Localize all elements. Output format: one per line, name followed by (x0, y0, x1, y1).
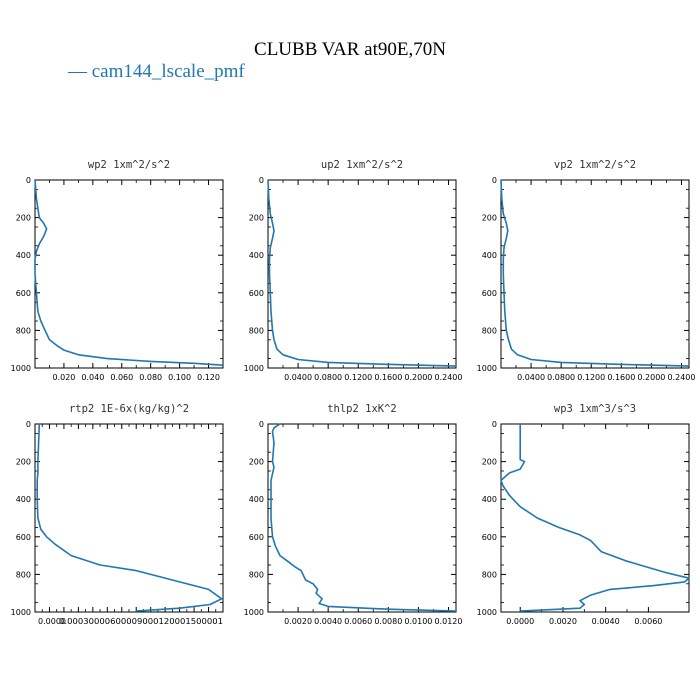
x-tick-label: 0.0060 (344, 617, 372, 626)
x-tick-label: 0.0020 (284, 617, 312, 626)
x-tick-label: 0.0400 (517, 373, 545, 382)
y-tick-label: 1000 (244, 364, 264, 373)
x-tick-label: 0.1600 (607, 373, 635, 382)
series-line (267, 179, 457, 367)
x-tick-label: 0.0800 (547, 373, 575, 382)
x-tick-label: 0.2000 (404, 373, 432, 382)
y-tick-label: 1000 (11, 608, 31, 617)
panel-2: up2 1xm^2/s^2 0 200 400 600 800 1000 0.0400 0.08… (244, 159, 463, 382)
x-tick-label: 0.2000 (637, 373, 665, 382)
y-tick-label: 600 (482, 289, 497, 298)
y-tick-label: 600 (249, 533, 264, 542)
y-tick-label: 200 (482, 214, 497, 223)
panel-title: wp2 1xm^2/s^2 (88, 159, 170, 171)
panel-5: thlp2 1xK^2 0 200 400 600 800 1000 0.0020 0.0040… (244, 403, 463, 626)
x-tick-label: 0.0020 (549, 617, 577, 626)
legend-entry: — cam144_lscale_pmf (67, 61, 245, 82)
x-tick-label: 0.2400 (667, 373, 695, 382)
figure-title: CLUBB VAR at90E,70N (254, 39, 446, 60)
y-tick-label: 400 (249, 495, 264, 504)
plot-frame (34, 423, 224, 613)
panel-grid: wp2 1xm^2/s^2 0 200 400 600 800 1000 0.020 0.040… (11, 159, 696, 626)
panel-title: rtp2 1E-6x(kg/kg)^2 (69, 403, 189, 415)
y-tick-label: 600 (482, 533, 497, 542)
y-tick-label: 400 (16, 251, 31, 260)
y-tick-label: 400 (482, 495, 497, 504)
y-tick-label: 0 (492, 176, 497, 185)
y-tick-label: 1000 (244, 608, 264, 617)
y-tick-label: 400 (249, 251, 264, 260)
y-tick-label: 800 (249, 326, 264, 335)
x-tick-label: 0.100 (168, 373, 191, 382)
y-tick-label: 800 (482, 570, 497, 579)
panel-title: wp3 1xm^3/s^3 (554, 403, 636, 415)
series-line (270, 423, 457, 612)
y-tick-label: 1000 (477, 608, 497, 617)
plot-frame (500, 179, 690, 369)
y-tick-label: 600 (16, 533, 31, 542)
x-tick-label: 0.0100 (404, 617, 432, 626)
x-tick-label: 0.0080 (374, 617, 402, 626)
x-tick-label: 0.0120 (434, 617, 462, 626)
y-tick-label: 200 (16, 214, 31, 223)
y-tick-label: 0 (259, 176, 264, 185)
y-tick-label: 800 (249, 570, 264, 579)
panel-1: wp2 1xm^2/s^2 0 200 400 600 800 1000 0.020 0.040… (11, 159, 224, 382)
y-tick-label: 600 (16, 289, 31, 298)
x-tick-label: 0.0040 (592, 617, 620, 626)
panel-3: vp2 1xm^2/s^2 0 200 400 600 800 1000 0.0400 0.08… (477, 159, 696, 382)
y-tick-label: 600 (249, 289, 264, 298)
x-tick-label: 0.080 (139, 373, 162, 382)
x-tick-label: 0.040 (81, 373, 104, 382)
x-tick-label: 0.1200 (577, 373, 605, 382)
y-tick-label: 0 (259, 420, 264, 429)
y-tick-label: 400 (482, 251, 497, 260)
x-tick-label-run: 0.00030000600009000120001500001 (59, 617, 223, 626)
y-tick-label: 0 (26, 176, 31, 185)
x-tick-label: 0.0400 (284, 373, 312, 382)
series-line (36, 423, 223, 612)
y-tick-label: 400 (16, 495, 31, 504)
x-tick-label: 0.0000 (506, 617, 534, 626)
plot-frame (500, 423, 690, 613)
x-tick-label: 0.0040 (314, 617, 342, 626)
panel-title: vp2 1xm^2/s^2 (554, 159, 636, 171)
y-tick-label: 200 (249, 214, 264, 223)
y-tick-label: 200 (249, 458, 264, 467)
y-tick-label: 0 (26, 420, 31, 429)
series-line (500, 179, 690, 367)
plot-frame (34, 179, 224, 369)
y-tick-label: 1000 (11, 364, 31, 373)
x-tick-label: 0.0060 (634, 617, 662, 626)
series-line (500, 424, 690, 612)
plot-frame (267, 423, 457, 613)
y-tick-label: 200 (16, 458, 31, 467)
x-tick-label: 0.060 (110, 373, 133, 382)
panel-6: wp3 1xm^3/s^3 0 200 400 600 800 1000 0.0000 0.00… (477, 403, 690, 626)
panel-4: rtp2 1E-6x(kg/kg)^2 0 200 400 600 800 1000 0.00… (11, 403, 224, 626)
x-tick-label: 0.020 (52, 373, 75, 382)
y-tick-label: 1000 (477, 364, 497, 373)
y-tick-label: 200 (482, 458, 497, 467)
panel-title: thlp2 1xK^2 (327, 403, 397, 415)
x-tick-label: 0.2400 (434, 373, 462, 382)
x-tick-label: 0.0000 (38, 617, 66, 626)
series-line (34, 179, 224, 366)
y-tick-label: 800 (16, 570, 31, 579)
x-tick-label: 0.1200 (344, 373, 372, 382)
plot-frame (267, 179, 457, 369)
x-tick-label: 0.1600 (374, 373, 402, 382)
x-tick-label: 0.120 (197, 373, 220, 382)
y-tick-label: 800 (16, 326, 31, 335)
y-tick-label: 0 (492, 420, 497, 429)
y-tick-label: 800 (482, 326, 497, 335)
panel-title: up2 1xm^2/s^2 (321, 159, 403, 171)
x-tick-label: 0.0800 (314, 373, 342, 382)
